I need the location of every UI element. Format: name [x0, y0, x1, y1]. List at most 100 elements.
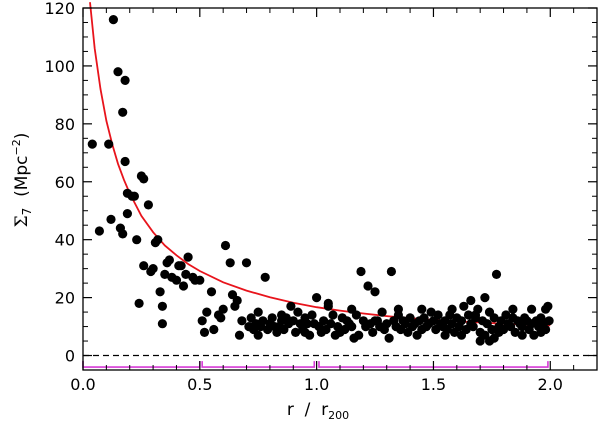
data-points-layer [87, 15, 554, 346]
data-point [113, 67, 123, 77]
data-point [393, 304, 403, 314]
data-point [543, 301, 553, 311]
data-point [377, 307, 387, 317]
data-point [139, 174, 149, 184]
data-point [157, 319, 167, 329]
data-point [218, 304, 228, 314]
data-point [106, 214, 116, 224]
data-point [363, 281, 373, 291]
data-point [417, 304, 427, 314]
data-point [489, 313, 499, 323]
data-point [118, 107, 128, 117]
data-point [171, 275, 182, 285]
data-point [370, 287, 380, 297]
data-point [480, 293, 490, 303]
data-point [293, 307, 303, 317]
data-point [300, 327, 310, 337]
data-point [94, 226, 104, 236]
data-point [120, 75, 130, 85]
data-point [433, 310, 443, 320]
data-point [487, 324, 497, 335]
data-point [87, 139, 97, 149]
data-point [475, 336, 485, 346]
data-point [164, 255, 174, 265]
data-point [456, 316, 467, 326]
y-tick-label: 100 [44, 57, 75, 76]
x-tick-label: 0.5 [187, 375, 212, 394]
data-point [529, 330, 539, 340]
data-point [139, 261, 149, 271]
data-point [382, 319, 392, 329]
data-point [132, 235, 142, 245]
data-point [253, 307, 263, 317]
x-tick-label: 1.5 [421, 375, 446, 394]
data-point [108, 15, 118, 25]
data-point [260, 272, 270, 282]
y-tick-label: 0 [65, 347, 75, 366]
radial-bin-bracket [82, 361, 201, 368]
data-point [104, 139, 114, 149]
data-point [253, 330, 263, 340]
y-tick-label: 20 [55, 289, 75, 308]
data-point [347, 322, 357, 332]
data-point [463, 310, 474, 320]
data-point [176, 261, 186, 271]
data-point [544, 316, 554, 326]
data-point [508, 304, 518, 314]
data-point [277, 310, 287, 320]
data-point [491, 269, 502, 279]
x-axis-title: r / r200 [287, 400, 349, 422]
data-point [312, 293, 322, 303]
data-point [501, 310, 511, 320]
data-point [326, 319, 336, 329]
data-point [234, 330, 245, 340]
x-tick-label: 0.0 [70, 375, 95, 394]
data-point [468, 322, 478, 332]
data-point [153, 235, 163, 245]
data-point [197, 316, 207, 326]
y-tick-label: 60 [55, 173, 75, 192]
data-point [178, 281, 189, 291]
data-point [206, 287, 217, 297]
y-tick-label: 120 [44, 0, 75, 18]
ticks-layer: 0.0 0.5 1.0 1.5 2.0 0 20 40 60 80 100 120 [44, 0, 598, 394]
data-point [302, 319, 312, 329]
y-tick-label: 80 [55, 115, 75, 134]
data-point [426, 307, 436, 317]
data-point [157, 301, 167, 311]
data-point [440, 330, 450, 340]
data-point [120, 156, 130, 167]
data-point [202, 307, 212, 317]
data-point [527, 304, 537, 314]
x-tick-label: 1.0 [304, 375, 329, 394]
data-point [347, 304, 357, 314]
fit-curve-layer [89, 2, 551, 327]
data-point [199, 327, 210, 337]
data-point [307, 310, 317, 320]
radial-bin-bracket [201, 361, 316, 368]
data-point [386, 266, 396, 277]
data-point [160, 269, 170, 279]
data-point [494, 327, 504, 337]
data-point [470, 310, 481, 320]
data-point [134, 298, 144, 308]
data-point [155, 287, 165, 297]
data-point [216, 313, 226, 323]
data-point [143, 200, 153, 210]
data-point [220, 240, 231, 251]
data-point [370, 316, 380, 326]
data-point [286, 301, 296, 311]
data-point [288, 316, 298, 326]
y-tick-label: 40 [55, 231, 75, 250]
data-point [456, 330, 467, 340]
data-point [258, 316, 268, 326]
x-tick-label: 2.0 [538, 375, 563, 394]
data-point [148, 264, 158, 274]
data-point [354, 330, 364, 340]
fit-curve [89, 2, 551, 327]
data-point [181, 269, 191, 279]
data-point [237, 316, 247, 326]
data-point [241, 258, 252, 268]
data-point [356, 266, 366, 277]
data-point [319, 316, 329, 326]
